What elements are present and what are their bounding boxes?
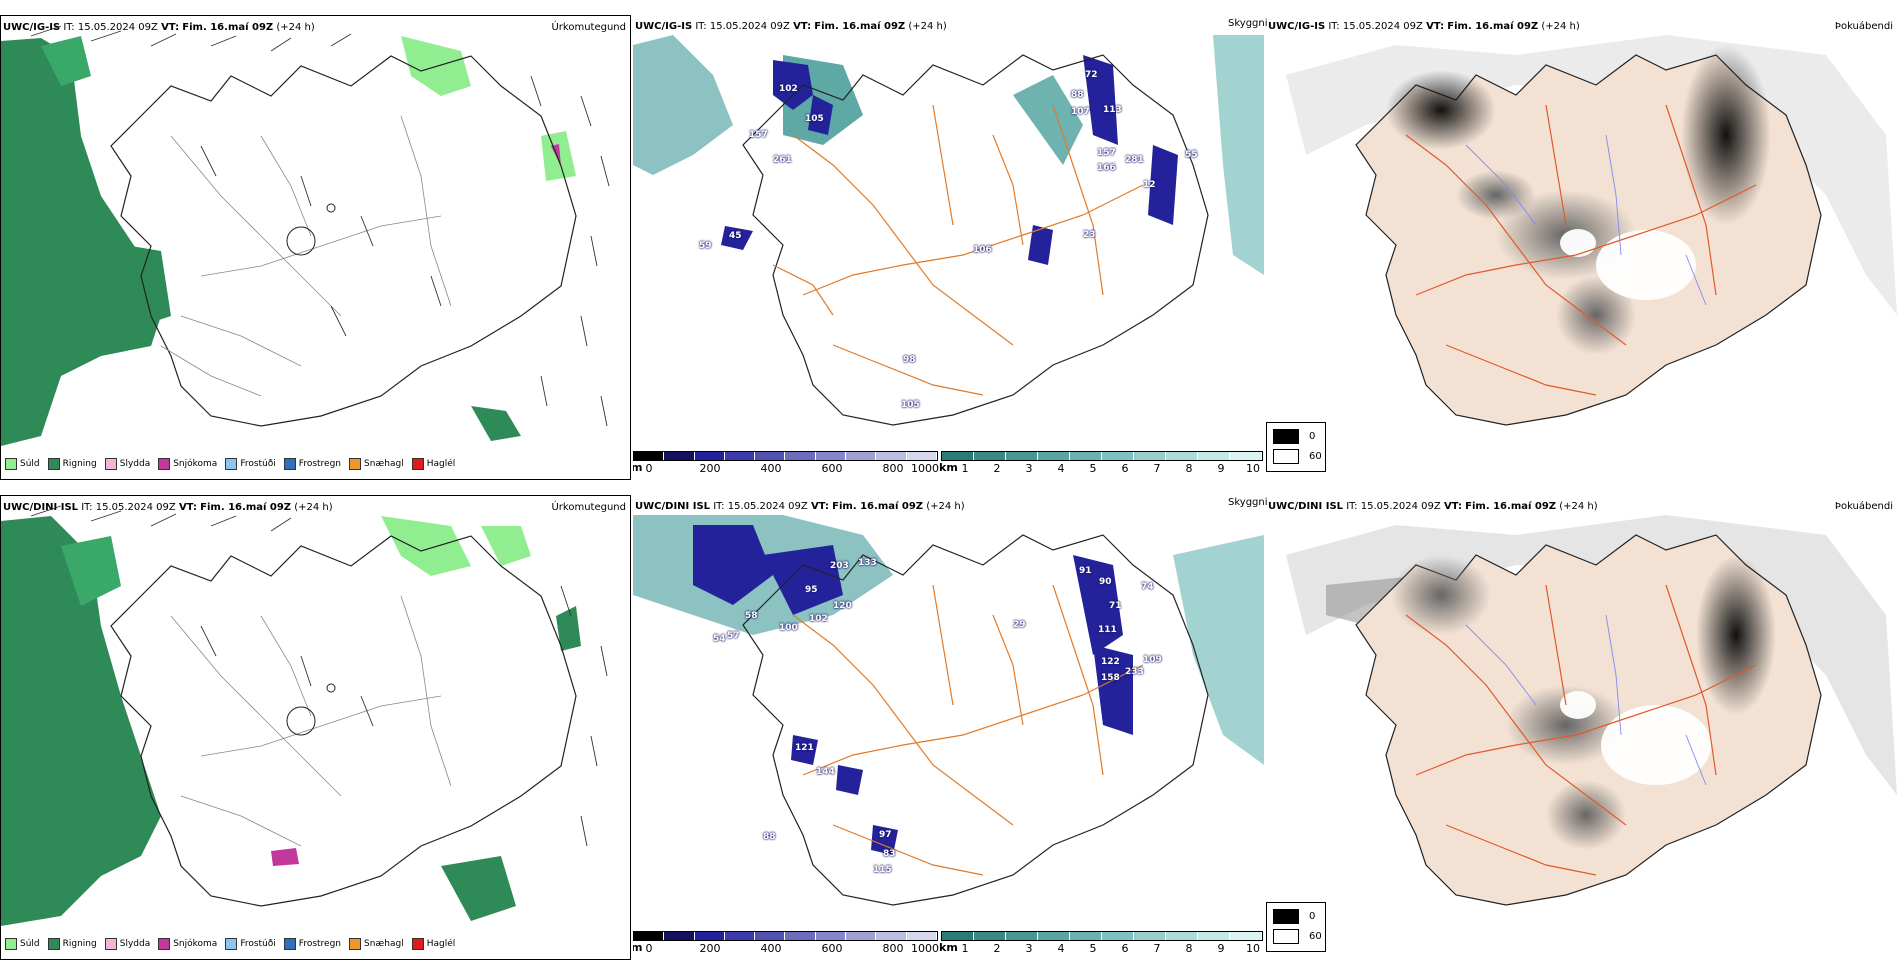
ceiling-colorbar-top: m 0 200 400 600 800 1000 bbox=[633, 451, 939, 480]
fog-legend-bottom: 0 60 bbox=[1266, 902, 1326, 952]
visibility-colorbar-swatches bbox=[941, 451, 1263, 461]
ceiling-value-label: 109 bbox=[1143, 655, 1162, 665]
panel-header: UWC/DINI ISL IT: 15.05.2024 09Z VT: Fim.… bbox=[3, 502, 333, 513]
ceiling-value-label: 58 bbox=[745, 611, 758, 621]
ceiling-value-label: 102 bbox=[809, 614, 828, 624]
ceiling-value-label: 55 bbox=[1185, 150, 1198, 160]
ceiling-visibility-map-bottom bbox=[633, 515, 1264, 906]
ceiling-value-label: 91 bbox=[1079, 566, 1092, 576]
ceiling-value-label: 100 bbox=[779, 623, 798, 633]
ceiling-value-label: 107 bbox=[1071, 107, 1090, 117]
ceiling-value-label: 233 bbox=[1125, 667, 1144, 677]
ceiling-value-label: 144 bbox=[816, 767, 835, 777]
ceiling-value-label: 95 bbox=[805, 585, 818, 595]
ceiling-value-label: 166 bbox=[1097, 163, 1116, 173]
precip-legend-bottom: Súld Rigning Slydda Snjókoma Frostúði Fr… bbox=[5, 935, 455, 953]
ceiling-value-label: 203 bbox=[830, 561, 849, 571]
precip-type-map bbox=[1, 25, 610, 446]
ceiling-value-label: 98 bbox=[903, 355, 916, 365]
panel-title-cloud-bottom: Skyggni bbox=[1228, 497, 1268, 508]
ceiling-value-label: 115 bbox=[873, 865, 892, 875]
legend-item-haglel: Haglél bbox=[411, 458, 455, 470]
ceiling-value-label: 57 bbox=[727, 631, 740, 641]
ceiling-value-label: 59 bbox=[699, 241, 712, 251]
ceiling-value-label: 122 bbox=[1101, 657, 1120, 667]
ceiling-value-label: 23 bbox=[1083, 230, 1096, 240]
ceiling-value-label: 111 bbox=[1098, 625, 1117, 635]
ceiling-value-label: 83 bbox=[883, 849, 896, 859]
ceiling-value-label: 106 bbox=[973, 245, 992, 255]
ceiling-colorbar-bottom: m 0 200 400 600 800 1000 bbox=[633, 931, 939, 960]
visibility-colorbar-swatches bbox=[941, 931, 1263, 941]
fog-map-bottom bbox=[1286, 515, 1897, 906]
ceiling-value-label: 281 bbox=[1125, 155, 1144, 165]
ceiling-value-label: 121 bbox=[795, 743, 814, 753]
ceiling-panel-bottom: UWC/DINI ISL IT: 15.05.2024 09Z VT: Fim.… bbox=[633, 495, 1264, 960]
legend-item-frostudi: Frostúði bbox=[225, 458, 276, 470]
ceiling-value-label: 74 bbox=[1141, 582, 1154, 592]
precip-type-map-bottom bbox=[1, 505, 608, 926]
ceiling-value-label: 105 bbox=[901, 400, 920, 410]
fog-legend-top: 0 60 bbox=[1266, 422, 1326, 472]
legend-item-frostregn: Frostregn bbox=[283, 938, 341, 950]
precip-type-panel-bottom: UWC/DINI ISL IT: 15.05.2024 09Z VT: Fim.… bbox=[0, 495, 631, 960]
ceiling-visibility-map-top bbox=[633, 35, 1264, 426]
ceiling-value-label: 261 bbox=[773, 155, 792, 165]
fog-panel-bottom: UWC/DINI ISL IT: 15.05.2024 09Z VT: Fim.… bbox=[1266, 495, 1897, 960]
legend-item-sudd: Súld bbox=[5, 458, 40, 470]
ceiling-value-label: 88 bbox=[763, 832, 776, 842]
legend-item-haglel: Haglél bbox=[411, 938, 455, 950]
precip-legend-top: Súld Rigning Slydda Snjókoma Frostúði Fr… bbox=[5, 455, 455, 473]
legend-item-rigning: Rigning bbox=[47, 458, 97, 470]
fog-panel-top: UWC/IG-IS IT: 15.05.2024 09Z VT: Fim. 16… bbox=[1266, 15, 1897, 480]
ceiling-value-label: 54 bbox=[713, 634, 726, 644]
legend-item-sudd: Súld bbox=[5, 938, 40, 950]
ceiling-value-label: 113 bbox=[1103, 105, 1122, 115]
panel-header: UWC/DINI ISL IT: 15.05.2024 09Z VT: Fim.… bbox=[635, 501, 965, 512]
precip-type-panel-top: UWC/IG-IS IT: 15.05.2024 09Z VT: Fim. 16… bbox=[0, 15, 631, 480]
panel-title: Úrkomutegund bbox=[551, 22, 626, 33]
fog-map-top bbox=[1286, 35, 1897, 426]
ceiling-value-label: 90 bbox=[1099, 577, 1112, 587]
legend-item-snaehagl: Snæhagl bbox=[349, 458, 404, 470]
ceiling-value-label: 133 bbox=[858, 558, 877, 568]
visibility-colorbar-bottom: km 1 2 3 4 5 6 7 8 9 10 bbox=[939, 931, 1263, 960]
legend-item-snjokoma: Snjókoma bbox=[158, 458, 217, 470]
panel-title: Þokuábendi bbox=[1834, 21, 1893, 32]
legend-item-frostudi: Frostúði bbox=[225, 938, 276, 950]
panel-title: Úrkomutegund bbox=[551, 502, 626, 513]
ceiling-value-label: 157 bbox=[749, 130, 768, 140]
panel-title: Þokuábendi bbox=[1834, 501, 1893, 512]
ceiling-value-label: 29 bbox=[1013, 620, 1026, 630]
ceiling-value-label: 12 bbox=[1143, 180, 1156, 190]
ceiling-value-label: 102 bbox=[779, 84, 798, 94]
ceiling-value-label: 105 bbox=[805, 114, 824, 124]
legend-item-frostregn: Frostregn bbox=[283, 458, 341, 470]
legend-item-snaehagl: Snæhagl bbox=[349, 938, 404, 950]
panel-title-cloud-top: Skyggni bbox=[1228, 18, 1268, 29]
legend-item-rigning: Rigning bbox=[47, 938, 97, 950]
panel-header: UWC/IG-IS IT: 15.05.2024 09Z VT: Fim. 16… bbox=[635, 21, 947, 32]
ceiling-value-label: 97 bbox=[879, 830, 892, 840]
panel-header: UWC/DINI ISL IT: 15.05.2024 09Z VT: Fim.… bbox=[1268, 501, 1598, 512]
legend-item-slydda: Slydda bbox=[104, 938, 150, 950]
legend-item-snjokoma: Snjókoma bbox=[158, 938, 217, 950]
legend-item-slydda: Slydda bbox=[104, 458, 150, 470]
ceiling-value-label: 72 bbox=[1085, 70, 1098, 80]
ceiling-colorbar-swatches bbox=[633, 931, 938, 941]
ceiling-value-label: 157 bbox=[1097, 148, 1116, 158]
ceiling-panel-top: UWC/IG-IS IT: 15.05.2024 09Z VT: Fim. 16… bbox=[633, 15, 1264, 480]
ceiling-value-label: 158 bbox=[1101, 673, 1120, 683]
panel-header: UWC/IG-IS IT: 15.05.2024 09Z VT: Fim. 16… bbox=[3, 22, 315, 33]
ceiling-value-label: 45 bbox=[729, 231, 742, 241]
ceiling-value-label: 88 bbox=[1071, 90, 1084, 100]
visibility-colorbar-top: km 1 2 3 4 5 6 7 8 9 10 bbox=[939, 451, 1263, 480]
ceiling-value-label: 71 bbox=[1109, 601, 1122, 611]
ceiling-value-label: 120 bbox=[833, 601, 852, 611]
ceiling-colorbar-swatches bbox=[633, 451, 938, 461]
panel-header: UWC/IG-IS IT: 15.05.2024 09Z VT: Fim. 16… bbox=[1268, 21, 1580, 32]
